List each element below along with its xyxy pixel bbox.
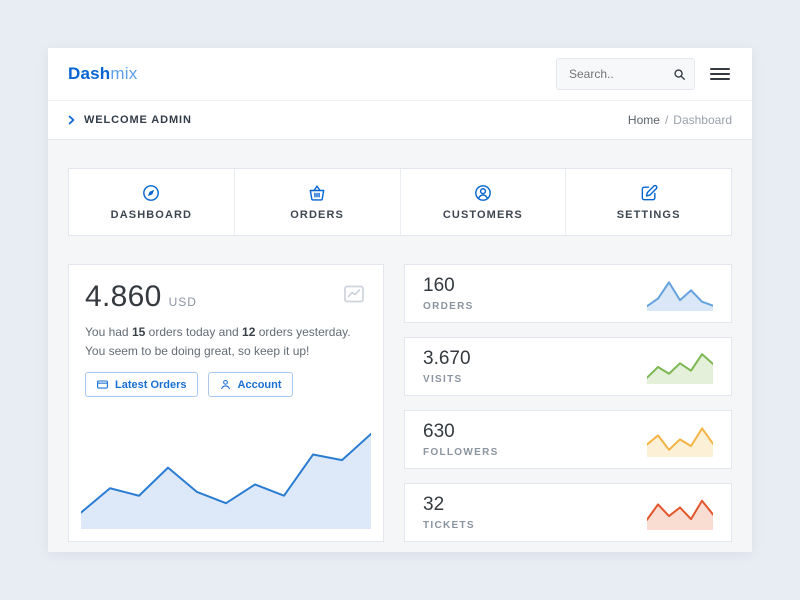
brand-part1: Dash — [68, 64, 111, 83]
search-box — [556, 58, 695, 90]
nav-tile-label: SETTINGS — [616, 209, 681, 221]
app-window: Dashmix WELCOM — [48, 48, 752, 552]
breadcrumb-separator: / — [664, 113, 669, 127]
tickets-sparkline — [647, 496, 713, 530]
stat-value: 3.670 — [423, 348, 471, 369]
brand-logo[interactable]: Dashmix — [68, 64, 137, 84]
user-icon — [219, 378, 232, 391]
latest-orders-label: Latest Orders — [115, 378, 187, 391]
nav-tile-label: CUSTOMERS — [442, 209, 523, 221]
hamburger-icon — [710, 68, 730, 80]
account-button[interactable]: Account — [207, 372, 293, 398]
search-input[interactable] — [567, 66, 653, 82]
chevron-right-icon — [68, 115, 75, 125]
nav-tile-label: DASHBOARD — [110, 209, 193, 221]
orders-today-count: 15 — [131, 325, 146, 339]
customer-icon — [473, 183, 493, 203]
search-button[interactable] — [670, 65, 689, 84]
chart-placeholder-icon — [341, 282, 367, 306]
app-header: Dashmix — [48, 48, 752, 100]
stat-value: 32 — [423, 494, 445, 515]
page-heading: WELCOME ADMIN — [68, 114, 192, 126]
currency-label: USD — [168, 295, 197, 309]
stats-column: 160 ORDERS 3.670 VISITS 630 FOLLOWERS — [404, 264, 732, 542]
total-value: 4.860 — [85, 280, 162, 313]
stat-label: FOLLOWERS — [423, 447, 499, 458]
search-icon — [672, 67, 687, 82]
brand-part2: mix — [110, 64, 138, 83]
stat-value: 160 — [423, 275, 455, 296]
breadcrumb-current: Dashboard — [673, 113, 732, 127]
breadcrumb-home-link[interactable]: Home — [627, 113, 660, 127]
nav-tile-orders[interactable]: ORDERS — [234, 169, 401, 235]
visits-sparkline — [647, 350, 713, 384]
stat-label: ORDERS — [423, 301, 474, 312]
quick-nav-tiles: DASHBOARD ORDERS CUSTOME — [68, 168, 732, 236]
summary-text-line2: You seem to be doing great, so keep it u… — [85, 343, 310, 358]
overview-card-top: 4.860 USD You had 15 orders today and 12… — [69, 265, 383, 398]
account-label: Account — [237, 378, 282, 391]
breadcrumb: Home / Dashboard — [628, 113, 732, 127]
dashboard-columns: 4.860 USD You had 15 orders today and 12… — [68, 264, 732, 542]
stat-card-orders[interactable]: 160 ORDERS — [404, 264, 732, 323]
overview-actions: Latest Orders Account — [85, 372, 367, 398]
stat-value: 630 — [423, 421, 455, 442]
basket-icon — [307, 183, 327, 203]
nav-tile-settings[interactable]: SETTINGS — [566, 169, 731, 235]
nav-tile-dashboard[interactable]: DASHBOARD — [69, 169, 235, 235]
latest-orders-button[interactable]: Latest Orders — [85, 372, 198, 398]
stat-card-followers[interactable]: 630 FOLLOWERS — [404, 410, 732, 469]
stat-label: VISITS — [423, 374, 463, 385]
breadcrumb-bar: WELCOME ADMIN Home / Dashboard — [48, 100, 752, 140]
nav-tile-label: ORDERS — [290, 209, 344, 221]
main-content: DASHBOARD ORDERS CUSTOME — [48, 140, 752, 552]
followers-sparkline — [647, 423, 713, 457]
edit-icon — [639, 183, 659, 203]
stat-card-visits[interactable]: 3.670 VISITS — [404, 337, 732, 396]
stat-card-tickets[interactable]: 32 TICKETS — [404, 483, 732, 542]
summary-text: You had 15 orders today and 12 orders ye… — [85, 325, 351, 358]
wallet-icon — [96, 378, 109, 391]
header-actions — [556, 58, 732, 90]
stat-label: TICKETS — [423, 520, 475, 531]
nav-tile-customers[interactable]: CUSTOMERS — [400, 169, 567, 235]
compass-icon — [141, 183, 161, 203]
menu-button[interactable] — [708, 66, 732, 82]
orders-sparkline — [647, 277, 713, 311]
orders-line-chart — [81, 425, 371, 529]
overview-card: 4.860 USD You had 15 orders today and 12… — [68, 264, 384, 542]
orders-yesterday-count: 12 — [242, 325, 256, 339]
page-title: WELCOME ADMIN — [84, 114, 192, 126]
